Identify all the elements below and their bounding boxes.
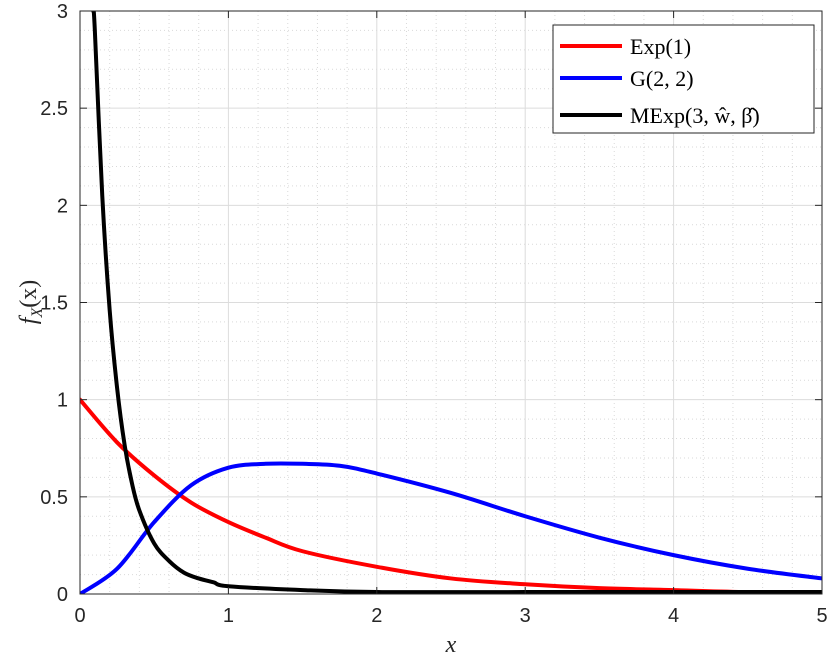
- legend: Exp(1) G(2, 2) MExp(3, ŵ, β̂): [552, 24, 815, 134]
- y-tick-label: 2.5: [40, 98, 68, 120]
- legend-label-mexp: MExp(3, ŵ, β̂): [630, 103, 760, 128]
- series-line-1: [80, 461, 822, 594]
- major-grid: [79, 10, 823, 595]
- x-tick-label: 2: [371, 605, 382, 627]
- y-axis-label-sub: X: [29, 307, 46, 319]
- y-axis-label-arg: (x): [16, 280, 42, 308]
- x-axis-label: x: [445, 632, 457, 657]
- x-tick-label: 4: [668, 605, 679, 627]
- legend-label-exp: Exp(1): [630, 34, 691, 59]
- series-line-2: [91, 11, 822, 594]
- y-tick-label: 0.5: [40, 487, 68, 509]
- y-axis-label: fX(x): [16, 280, 46, 324]
- tick-labels: 0 1 2 3 4 5 0 0.5 1 1.5 2 2.5 3: [40, 1, 827, 627]
- x-tick-label: 3: [520, 605, 531, 627]
- x-tick-label: 0: [74, 605, 85, 627]
- y-tick-label: 1: [57, 390, 68, 412]
- legend-label-gamma: G(2, 2): [630, 66, 694, 91]
- y-tick-label: 3: [57, 1, 68, 23]
- x-tick-label: 1: [223, 605, 234, 627]
- tick-marks: [79, 10, 823, 595]
- y-axis-label-main: f: [16, 314, 42, 324]
- y-tick-label: 0: [57, 584, 68, 606]
- y-tick-label: 2: [57, 195, 68, 217]
- x-tick-label: 5: [816, 605, 827, 627]
- y-tick-label: 1.5: [40, 293, 68, 315]
